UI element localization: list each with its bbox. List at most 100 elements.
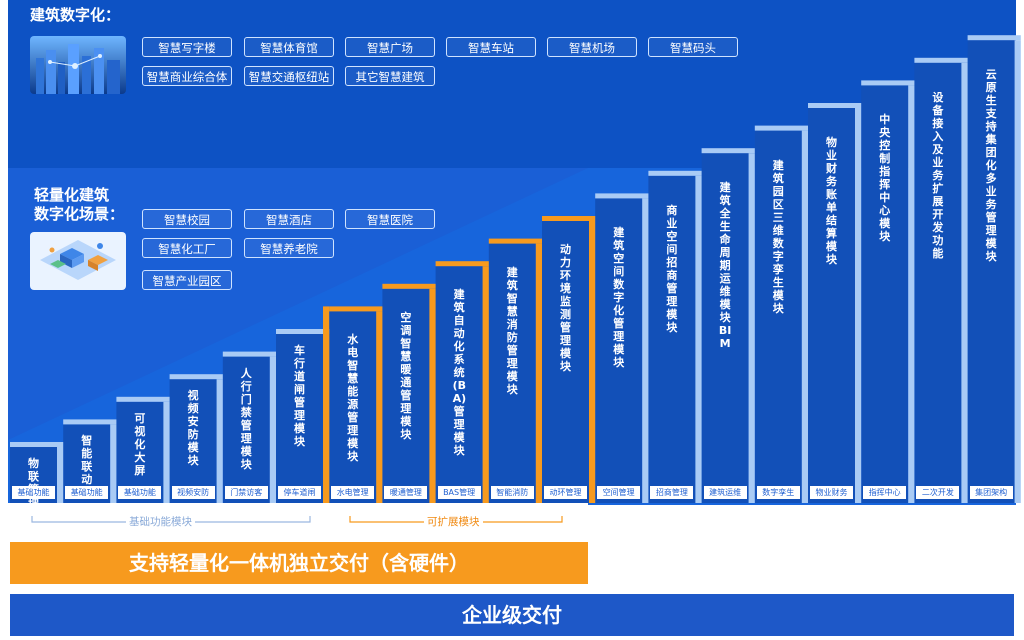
column-footer: 招商管理 [650, 486, 694, 499]
column-panel [329, 311, 377, 503]
column-title: 建筑智慧消防管理模块 [506, 265, 518, 396]
column-divider [216, 379, 223, 503]
column-title: 商业空间招商管理模块 [666, 203, 678, 334]
column-panel [754, 130, 802, 503]
column-panel [488, 243, 536, 503]
column-footer: 二次开发 [916, 486, 960, 499]
column-cap [488, 238, 542, 244]
column-panel [542, 221, 589, 503]
column-title: 人行门禁管理模块 [240, 366, 252, 471]
column-footer: 基础功能 [118, 486, 162, 499]
column-footer: 建筑运维 [703, 486, 747, 499]
column-divider [57, 447, 64, 503]
orange-edge [323, 306, 330, 503]
column-cap [967, 35, 1021, 41]
column-title: 建筑空间数字化管理模块 [613, 226, 625, 370]
column-cap [382, 283, 436, 289]
light-band [8, 168, 588, 440]
building-tag: 智慧码头 [648, 37, 738, 57]
column-footer: 智能消防 [490, 486, 534, 499]
column-divider [801, 130, 808, 503]
column-panel [648, 175, 696, 504]
column-cap [861, 80, 915, 86]
column-footer: 停车道闸 [278, 486, 321, 499]
column-title: 物业财务账单结算模块 [826, 136, 837, 266]
isometric-campus-image [30, 232, 126, 290]
column-title: 车行道闸管理模块 [294, 344, 305, 448]
scenario-tag: 智慧产业园区 [142, 270, 232, 290]
column-panel [967, 40, 1015, 503]
light-title-line1: 轻量化建筑 [34, 186, 110, 204]
digitalization-title: 建筑数字化： [30, 6, 121, 24]
column-divider [855, 108, 862, 503]
column-footer: 暖通管理 [384, 486, 428, 499]
column-divider [748, 153, 755, 503]
light-title-line2: 数字化场景： [34, 204, 125, 223]
column-divider [429, 288, 436, 503]
column-panel [861, 85, 909, 504]
column-title: 智能联动 [81, 434, 93, 487]
column-cap [276, 329, 330, 334]
column-cap [754, 125, 808, 131]
column-footer: 水电管理 [331, 486, 375, 499]
column-footer: 数字孪生 [756, 486, 800, 499]
smart-city-image [30, 36, 126, 94]
base-modules-label: 基础功能模块 [126, 516, 195, 528]
column-divider [908, 85, 915, 504]
column-footer: 基础功能 [65, 486, 109, 499]
column-footer: 指挥中心 [863, 486, 907, 499]
building-tag: 智慧写字楼 [142, 37, 232, 57]
column-panel [914, 62, 962, 504]
light-delivery-bar: 支持轻量化一体机独立交付（含硬件） [10, 542, 588, 584]
column-divider [589, 221, 596, 503]
column-cap [808, 103, 862, 108]
column-divider [695, 175, 702, 504]
column-title: 建筑全生命周期运维模块BIM [718, 181, 732, 351]
column-divider [1014, 40, 1021, 503]
column-divider [163, 401, 170, 503]
building-tag: 智慧交通枢纽站 [244, 66, 334, 86]
scenario-tag: 智慧酒店 [244, 209, 334, 229]
building-tag: 智慧体育馆 [244, 37, 334, 57]
column-footer: 动环管理 [544, 486, 587, 499]
extendable-modules-label: 可扩展模块 [424, 516, 483, 528]
column-title: 物联管理 [28, 457, 39, 509]
column-title: 云原生支持集团化多业务管理模块 [985, 68, 997, 264]
column-panel [595, 198, 643, 503]
column-cap [10, 442, 64, 447]
column-footer: 物业财务 [810, 486, 853, 499]
column-cap [222, 351, 276, 357]
column-footer: 基础功能 [12, 486, 55, 499]
light-scenarios-title: 轻量化建筑 数字化场景： [34, 186, 124, 224]
scenario-tag: 智慧养老院 [244, 238, 334, 258]
scenario-tag: 智慧校园 [142, 209, 232, 229]
building-tag: 智慧广场 [345, 37, 435, 57]
column-panel [701, 153, 749, 503]
column-title: 建筑园区三维数字孪生模块 [772, 158, 784, 315]
column-cap [914, 57, 968, 63]
column-divider [269, 356, 276, 503]
column-footer: 空间管理 [597, 486, 641, 499]
scenario-tag: 智慧化工厂 [142, 238, 232, 258]
column-title: 空调智慧暖通管理模块 [400, 310, 412, 441]
building-tag: 其它智慧建筑 [345, 66, 435, 86]
column-footer: BAS管理 [437, 486, 481, 499]
column-title: 水电智慧能源管理模块 [347, 333, 359, 464]
column-panel [382, 288, 430, 503]
column-footer: 集团架构 [969, 486, 1013, 499]
column-panel [169, 379, 217, 503]
building-tag: 智慧商业综合体 [142, 66, 232, 86]
column-panel [222, 356, 270, 503]
column-cap [648, 170, 702, 176]
column-cap [701, 148, 755, 154]
column-cap [435, 261, 489, 267]
building-tag: 智慧车站 [446, 37, 536, 57]
column-divider [376, 311, 383, 503]
column-panel [435, 266, 483, 503]
column-title: 可视化大屏 [134, 411, 146, 477]
column-panel [808, 108, 855, 503]
column-divider [642, 198, 649, 503]
building-tag: 智慧机场 [547, 37, 637, 57]
